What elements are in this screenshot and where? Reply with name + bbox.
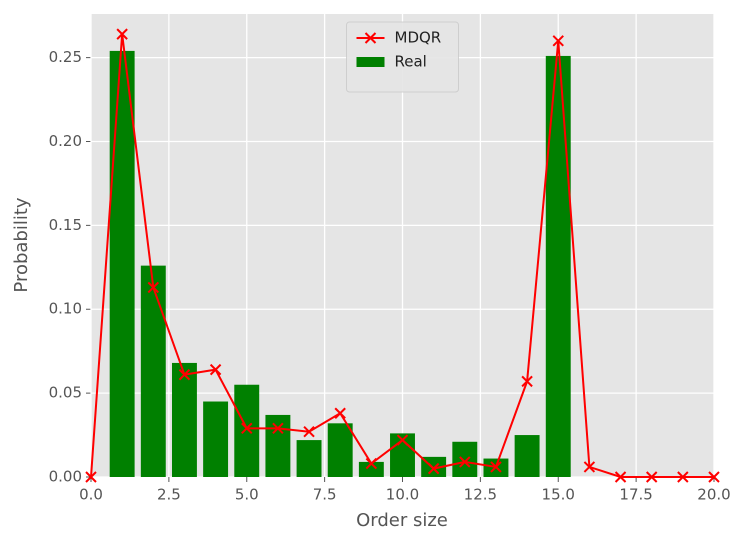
bar (234, 384, 260, 477)
x-tick-label: 12.5 (464, 486, 497, 504)
bar (452, 441, 478, 477)
legend-box (346, 21, 459, 93)
marker (708, 471, 720, 483)
bar (514, 435, 540, 477)
bar (203, 401, 229, 477)
marker (521, 375, 533, 388)
legend-label: MDQR (395, 29, 442, 47)
legend-label: Real (395, 53, 427, 71)
y-tick-label: 0.10 (49, 300, 82, 318)
y-tick-label: 0.20 (49, 132, 82, 150)
marker (178, 368, 191, 381)
marker (334, 407, 346, 419)
bar (109, 50, 135, 478)
x-tick-label: 15.0 (542, 486, 575, 504)
marker (116, 28, 128, 40)
y-tick-label: 0.15 (49, 216, 82, 234)
marker (209, 363, 222, 376)
marker (396, 434, 409, 446)
y-tick-label: 0.00 (49, 468, 82, 486)
bar (171, 362, 197, 477)
bar (140, 265, 166, 477)
bar (545, 55, 571, 477)
x-tick-label: 17.5 (619, 486, 652, 504)
x-axis-label: Order size (356, 510, 448, 531)
bar (327, 423, 353, 477)
x-tick-label: 7.5 (313, 486, 337, 504)
marker (677, 471, 689, 483)
bar (296, 440, 322, 477)
marker (427, 462, 440, 475)
marker (614, 471, 627, 483)
x-tick-label: 10.0 (386, 486, 419, 504)
bar (265, 414, 291, 477)
marker (303, 425, 315, 438)
legend-swatch (356, 57, 385, 67)
marker (85, 471, 97, 483)
marker (365, 457, 378, 470)
marker (272, 422, 284, 435)
marker (490, 461, 502, 473)
x-tick-label: 0.0 (79, 486, 103, 504)
legend-marker (364, 32, 377, 44)
x-tick-label: 5.0 (235, 486, 259, 504)
x-tick-label: 20.0 (697, 486, 730, 504)
marker (583, 461, 596, 473)
marker (552, 35, 564, 47)
bar (358, 461, 384, 477)
x-tick-label: 2.5 (157, 486, 181, 504)
marker (645, 471, 658, 483)
marker (241, 422, 253, 435)
marker (147, 281, 160, 294)
y-axis-label: Probability (11, 197, 32, 292)
y-tick-label: 0.25 (49, 48, 82, 66)
y-tick-label: 0.05 (49, 384, 82, 402)
marker (459, 456, 471, 468)
